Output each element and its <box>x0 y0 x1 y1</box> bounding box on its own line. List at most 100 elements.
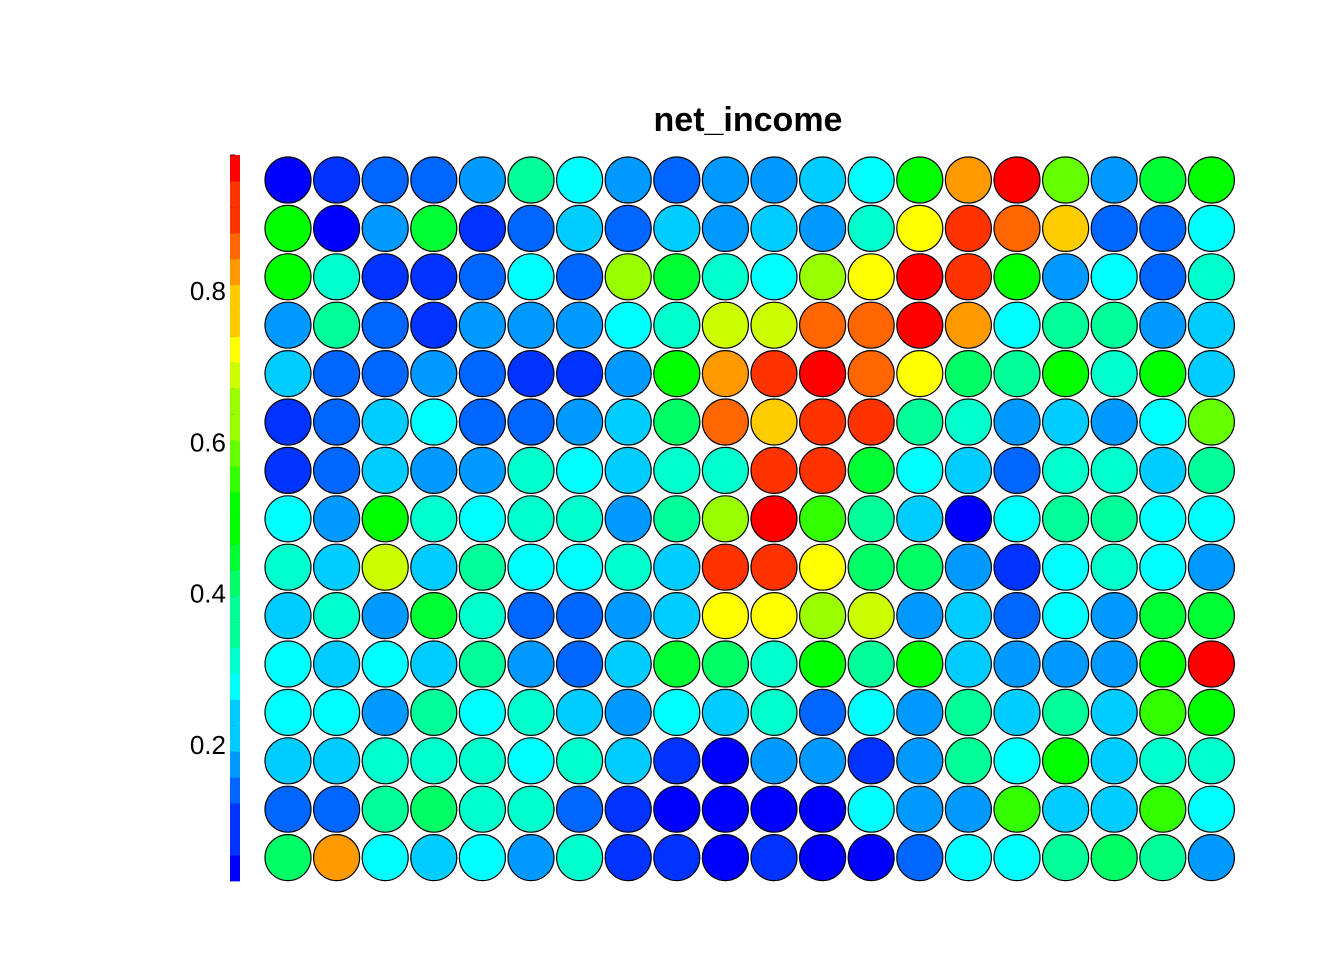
heatmap-cell: 0.4 <box>458 543 506 591</box>
colorbar-tick-label: 0.2 <box>190 730 226 760</box>
heatmap-cell: 0.3 <box>410 398 458 446</box>
heatmap-cell: 0.67 <box>701 301 750 349</box>
colorbar-segment <box>230 595 240 623</box>
heatmap-cell: 0.76 <box>798 543 847 591</box>
heatmap-cell: 0.3 <box>847 688 895 737</box>
heatmap-cell: 0.17 <box>798 688 847 737</box>
heatmap-cell: 0.27 <box>653 204 701 252</box>
heatmap-cell: 0.4 <box>1139 833 1187 882</box>
heatmap-cell: 0.3 <box>653 688 701 737</box>
colorbar-segment <box>230 310 240 337</box>
heatmap-cell: 0.24 <box>1187 543 1236 591</box>
heatmap-cell: 0.02 <box>701 737 750 785</box>
heatmap-cell: 0.27 <box>1187 301 1236 349</box>
heatmap-cell: 0.02 <box>701 833 750 882</box>
heatmap-cell: 0.17 <box>458 398 506 446</box>
heatmap-cell: 0.76 <box>750 591 798 640</box>
heatmap-cell: 0.4 <box>458 640 506 688</box>
heatmap-cell: 0.17 <box>361 301 409 349</box>
heatmap-cell: 0.9 <box>847 350 895 398</box>
heatmap-cell: 0.02 <box>653 785 701 833</box>
heatmap-cell: 0.33 <box>410 737 458 785</box>
heatmap-cell: 0.24 <box>264 591 312 640</box>
colorbar-segment <box>230 336 240 363</box>
heatmap-cell: 0.9 <box>847 301 895 349</box>
heatmap-cell: 0.5 <box>993 253 1041 301</box>
heatmap-cell: 0.5 <box>1187 156 1236 204</box>
heatmap-cell: 0.5 <box>1041 737 1090 785</box>
heatmap-cell: 0.3 <box>507 253 555 301</box>
heatmap-cell: 0.55 <box>993 785 1041 833</box>
heatmap-cell: 0.95 <box>701 543 750 591</box>
heatmap-cell: 0.3 <box>993 495 1041 543</box>
heatmap-cell: 0.1 <box>410 253 458 301</box>
heatmap-cell: 0.55 <box>1139 785 1187 833</box>
heatmap-cell: 0.4 <box>653 495 701 543</box>
heatmap-cell: 0.27 <box>944 591 993 640</box>
heatmap-cell: 0.3 <box>896 446 944 494</box>
heatmap-cell: 0.02 <box>701 785 750 833</box>
heatmap-cell: 0.17 <box>993 591 1041 640</box>
heatmap-cell: 0.3 <box>1187 495 1236 543</box>
heatmap-cell: 0.3 <box>1139 398 1187 446</box>
heatmap-cell: 0.36 <box>653 301 701 349</box>
heatmap-cell: 0.27 <box>1041 398 1090 446</box>
heatmap-cell: 0.1 <box>361 253 409 301</box>
heatmap-cell: 0.4 <box>1090 495 1138 543</box>
heatmap-cell: 0.4 <box>847 495 895 543</box>
heatmap-cell: 0.3 <box>1139 543 1187 591</box>
heatmap-cell: 0.33 <box>847 204 895 252</box>
heatmap-cell: 0.4 <box>847 640 895 688</box>
heatmap-cell: 0.33 <box>458 591 506 640</box>
heatmap-cell: 0.95 <box>944 204 993 252</box>
heatmap-cell: 0.81 <box>1041 204 1090 252</box>
heatmap-cell: 0.3 <box>458 688 506 737</box>
heatmap-cell: 0.86 <box>944 156 993 204</box>
heatmap-cell: 0.24 <box>944 543 993 591</box>
heatmap-cell: 0.33 <box>410 495 458 543</box>
heatmap-cell: 0.33 <box>313 591 361 640</box>
heatmap-cell: 0.45 <box>1187 591 1236 640</box>
heatmap-cell: 0.33 <box>458 737 506 785</box>
heatmap-cell: 0.33 <box>1139 737 1187 785</box>
heatmap-cell: 0.24 <box>507 833 555 882</box>
heatmap-cell: 0.76 <box>896 204 944 252</box>
heatmap-cell: 0.33 <box>750 640 798 688</box>
colorbar-segment <box>230 414 240 441</box>
heatmap-cell: 0.24 <box>1090 591 1138 640</box>
colorbar-segment <box>230 206 240 234</box>
heatmap-cell: 0.62 <box>604 253 652 301</box>
heatmap-cell: 0.24 <box>798 737 847 785</box>
heatmap-cell: 0.02 <box>750 785 798 833</box>
heatmap-cell: 0.24 <box>410 350 458 398</box>
colorbar-segment <box>230 362 240 389</box>
heatmap-cell: 0.3 <box>944 833 993 882</box>
heatmap-cell: 0.36 <box>507 156 555 204</box>
heatmap-cell: 0.3 <box>458 495 506 543</box>
heatmap-cell: 0.4 <box>1041 495 1090 543</box>
heatmap-cell: 0.45 <box>653 253 701 301</box>
heatmap-cell: 0.1 <box>507 350 555 398</box>
heatmap-cell: 0.24 <box>604 591 652 640</box>
heatmap-cell: 0.98 <box>896 301 944 349</box>
heatmap-cell: 0.17 <box>313 446 361 494</box>
heatmap-cell: 0.02 <box>264 156 312 204</box>
heatmap-cell: 0.27 <box>264 737 312 785</box>
heatmap-cell: 0.5 <box>896 156 944 204</box>
heatmap-cell: 0.33 <box>944 398 993 446</box>
heatmap-cell: 0.62 <box>798 253 847 301</box>
colorbar-tick-label: 0.6 <box>190 427 226 457</box>
heatmap-cell: 0.27 <box>604 398 652 446</box>
heatmap-cell: 0.1 <box>847 737 895 785</box>
heatmap-cell: 0.17 <box>993 446 1041 494</box>
heatmap-cell: 0.3 <box>847 785 895 833</box>
heatmap-cell: 0.24 <box>1139 301 1187 349</box>
heatmap-cell: 0.24 <box>993 640 1041 688</box>
heatmap-cell: 0.5 <box>1139 640 1187 688</box>
heatmap-cell: 0.24 <box>1090 398 1138 446</box>
heatmap-cell: 0.24 <box>701 204 750 252</box>
heatmap-cell: 0.1 <box>264 446 312 494</box>
heatmap-cell: 0.45 <box>1139 591 1187 640</box>
heatmap-cell: 0.95 <box>750 350 798 398</box>
